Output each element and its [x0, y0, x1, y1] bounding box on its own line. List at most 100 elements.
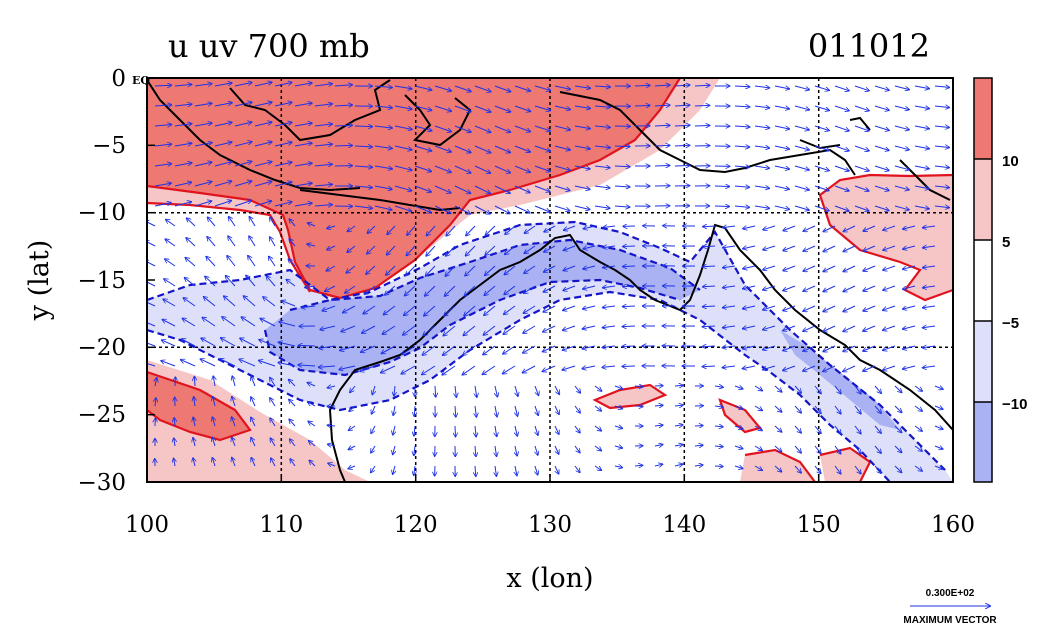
wind-vector: [371, 465, 376, 473]
wind-vector: [894, 405, 902, 412]
wind-vector: [723, 266, 736, 268]
coast-australia: [328, 223, 953, 482]
wind-vector: [814, 105, 829, 110]
wind-vector: [823, 365, 836, 371]
wind-vector: [202, 318, 216, 327]
wind-vector: [201, 338, 216, 347]
wind-vector: [754, 425, 762, 431]
wind-vector: [495, 445, 497, 456]
wind-vector: [774, 125, 789, 129]
wind-vector: [823, 265, 836, 272]
wind-vector: [240, 338, 256, 347]
wind-vector: [251, 438, 256, 447]
wind-vector: [339, 365, 356, 370]
wind-vector: [426, 245, 436, 256]
wind-vector: [248, 256, 256, 267]
wind-vector: [254, 162, 272, 167]
colorbar-label: −10: [1002, 396, 1027, 413]
wind-vector: [834, 425, 841, 434]
wind-vector: [475, 385, 477, 397]
wind-vector: [934, 146, 949, 148]
wind-vector: [474, 105, 491, 112]
x-axis-label: x (lon): [506, 563, 593, 594]
wind-vector: [854, 205, 869, 211]
wind-vector: [582, 346, 596, 349]
wind-vector: [495, 405, 497, 417]
positive-contour-north: [147, 78, 681, 300]
wind-vector: [503, 325, 516, 334]
wind-vector: [574, 445, 580, 453]
wind-vector: [654, 166, 670, 167]
wind-vector: [554, 205, 570, 211]
wind-vector: [903, 225, 916, 229]
wind-vector: [181, 360, 196, 367]
wind-vector: [583, 285, 596, 289]
wind-vector: [222, 317, 236, 327]
wind-vector: [934, 86, 949, 87]
wind-vector: [523, 325, 536, 333]
wind-vector: [734, 146, 749, 147]
wind-vector: [455, 405, 456, 417]
wind-vector: [286, 280, 296, 287]
wind-vector: [863, 285, 876, 291]
wind-vector: [574, 86, 590, 88]
wind-vector: [374, 146, 392, 148]
wind-vector: [563, 285, 576, 291]
wind-vector: [554, 385, 559, 394]
wind-vector: [182, 318, 196, 327]
y-tick-labels: 0 −5 −10 −15 −20 −25 −30: [77, 66, 126, 496]
wind-vector: [162, 320, 176, 327]
wind-vector: [274, 142, 292, 147]
wind-vector: [374, 165, 392, 169]
wind-vector: [903, 285, 916, 289]
wind-vector: [914, 185, 929, 189]
wind-vector: [783, 285, 796, 291]
wind-vector: [843, 285, 856, 292]
wind-vector: [514, 125, 530, 132]
wind-vector: [814, 185, 829, 191]
wind-vector: [634, 386, 643, 387]
wind-vector: [270, 398, 276, 407]
vector-key-magnitude: 0.300E+02: [926, 588, 975, 599]
wind-vector: [734, 86, 750, 87]
wind-vector: [863, 365, 876, 371]
wind-vector: [843, 225, 856, 232]
wind-vector: [614, 446, 622, 448]
wind-vector: [803, 305, 816, 311]
wind-vector: [334, 85, 352, 86]
wind-vector: [534, 185, 550, 192]
wind-vector: [654, 85, 670, 86]
wind-vector: [554, 405, 559, 414]
wind-vector: [863, 265, 876, 271]
wind-vector: [302, 306, 316, 308]
wind-vector: [246, 276, 256, 287]
wind-vector: [694, 85, 710, 86]
wind-vector: [883, 345, 896, 350]
wind-vector: [674, 85, 690, 86]
wind-vector: [314, 124, 332, 126]
wind-vector: [694, 445, 703, 446]
wind-vector: [232, 437, 235, 447]
wind-vector: [774, 405, 782, 412]
wind-vector: [754, 465, 762, 470]
wind-vector: [445, 285, 456, 296]
wind-vector: [495, 385, 497, 397]
wind-vector: [422, 345, 436, 355]
wind-vector: [174, 143, 192, 147]
wind-vector: [774, 425, 782, 432]
wind-vector: [923, 246, 936, 248]
wind-vector: [783, 265, 796, 271]
wind-vector: [722, 366, 736, 368]
wind-vector: [834, 405, 841, 414]
wind-vector: [187, 218, 196, 227]
wind-vector: [554, 85, 570, 89]
x-tick-label: 110: [259, 512, 303, 538]
wind-vector: [563, 305, 576, 310]
wind-vector: [803, 225, 816, 231]
wind-vector: [794, 405, 801, 413]
wind-vector: [574, 185, 590, 189]
wind-vector: [603, 286, 616, 288]
wind-vector: [814, 445, 821, 453]
wind-vector: [308, 402, 316, 407]
wind-vector: [241, 317, 256, 327]
